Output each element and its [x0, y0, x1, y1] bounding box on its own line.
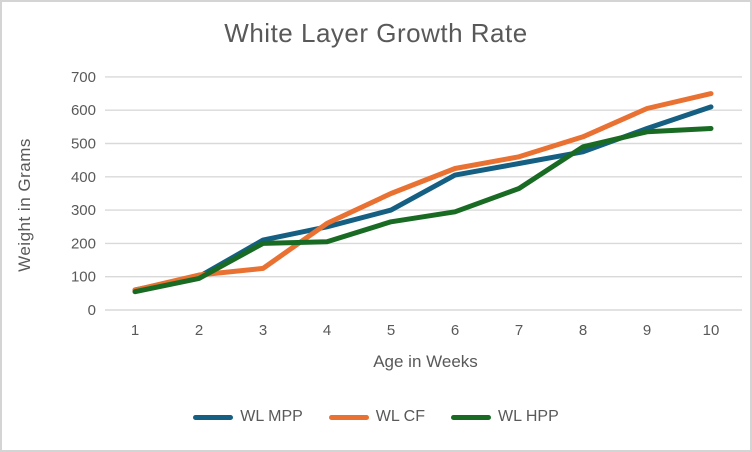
legend-swatch: [328, 414, 369, 420]
x-tick-label: 8: [579, 322, 587, 339]
series-line-wl-hpp: [132, 126, 714, 295]
legend-item-wl-hpp: WL HPP: [450, 408, 559, 426]
chart-title: White Layer Growth Rate: [224, 18, 528, 48]
x-tick-label: 9: [643, 322, 651, 339]
series-line-wl-mpp: [132, 104, 714, 293]
y-tick-label: 200: [71, 235, 96, 252]
legend-item-wl-cf: WL CF: [328, 408, 425, 426]
y-tick-label: 100: [71, 269, 96, 286]
legend-label: WL MPP: [240, 408, 303, 425]
x-tick-label: 2: [195, 322, 203, 339]
series-line-wl-cf: [132, 91, 714, 293]
x-tick-label: 5: [387, 322, 395, 339]
legend-item-wl-mpp: WL MPP: [193, 408, 303, 426]
y-tick-label: 600: [71, 102, 96, 119]
x-tick-label: 1: [131, 322, 139, 339]
x-tick-label: 4: [323, 322, 331, 339]
y-tick-label: 0: [88, 302, 96, 319]
x-tick-label: 3: [259, 322, 267, 339]
y-axis-title: Weight in Grams: [15, 138, 34, 272]
y-tick-label: 400: [71, 169, 96, 186]
x-tick-label: 6: [451, 322, 459, 339]
legend: WL MPP WL CF WL HPP: [2, 408, 750, 426]
y-tick-label: 300: [71, 202, 96, 219]
y-tick-label: 500: [71, 136, 96, 153]
legend-label: WL HPP: [497, 408, 559, 425]
legend-swatch: [193, 414, 234, 420]
legend-label: WL CF: [375, 408, 425, 425]
x-tick-label: 10: [703, 322, 720, 339]
legend-swatch: [450, 414, 491, 420]
x-axis-title: Age in Weeks: [373, 352, 478, 371]
x-tick-label: 7: [515, 322, 523, 339]
y-tick-label: 700: [71, 69, 96, 86]
